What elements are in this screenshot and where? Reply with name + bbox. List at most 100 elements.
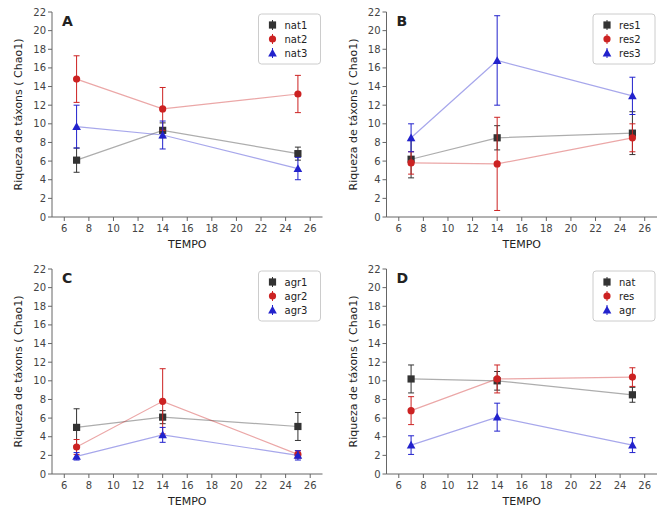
x-tick-label: 26: [304, 480, 317, 491]
error-cap: [408, 174, 414, 175]
y-tick-label: 18: [368, 301, 381, 312]
x-tick: [521, 217, 522, 221]
y-tick: [383, 418, 387, 419]
y-tick: [48, 30, 52, 31]
y-tick-label: 14: [33, 338, 46, 349]
x-axis-label: TEMPO: [167, 495, 207, 508]
error-bar: [629, 124, 635, 152]
legend-entry: nat1: [285, 20, 308, 31]
error-cap: [629, 77, 635, 78]
error-cap: [74, 439, 80, 440]
error-cap: [629, 452, 635, 453]
error-cap: [494, 392, 500, 393]
x-tick-label: 24: [614, 223, 627, 234]
x-tick: [261, 474, 262, 478]
y-tick-label: 12: [33, 357, 46, 368]
error-stem: [632, 112, 633, 155]
x-tick-label: 20: [565, 223, 578, 234]
x-tick: [546, 217, 547, 221]
y-tick-label: 6: [374, 413, 380, 424]
x-tick-label: 12: [466, 223, 479, 234]
x-tick-label: 12: [466, 480, 479, 491]
x-tick: [620, 474, 621, 478]
x-tick-label: 14: [156, 480, 169, 491]
x-tick-label: 18: [540, 223, 553, 234]
data-point: [493, 56, 502, 64]
data-point: [494, 160, 501, 167]
x-tick-label: 14: [156, 223, 169, 234]
legend-entry: nat2: [285, 34, 308, 45]
panel: 681012141618202224260246810121416182022T…: [347, 7, 658, 252]
y-tick-label: 4: [40, 431, 46, 442]
y-axis-line: [386, 12, 387, 217]
error-cap: [494, 364, 500, 365]
legend-entry: agr1: [285, 277, 308, 288]
y-tick: [48, 362, 52, 363]
x-tick: [211, 217, 212, 221]
plot-area: [72, 56, 302, 180]
x-tick: [88, 474, 89, 478]
x-tick-label: 20: [565, 480, 578, 491]
x-tick: [187, 474, 188, 478]
y-tick: [48, 436, 52, 437]
x-tick: [285, 474, 286, 478]
y-tick-label: 18: [33, 44, 46, 55]
x-tick: [310, 474, 311, 478]
x-tick: [138, 217, 139, 221]
y-tick: [48, 343, 52, 344]
y-tick: [383, 399, 387, 400]
legend-swatch: [268, 49, 277, 57]
plot-area: [72, 369, 302, 460]
y-tick-label: 0: [40, 469, 46, 480]
x-tick-label: 26: [304, 223, 317, 234]
legend-swatch: [268, 306, 277, 314]
data-point: [629, 134, 636, 141]
error-cap: [494, 431, 500, 432]
data-point: [629, 373, 636, 380]
x-tick-label: 22: [589, 223, 602, 234]
y-tick: [48, 287, 52, 288]
x-tick: [187, 217, 188, 221]
y-tick: [383, 86, 387, 87]
y-tick-label: 20: [33, 282, 46, 293]
panel: 681012141618202224260246810121416182022T…: [347, 264, 658, 509]
series-line: [77, 435, 298, 456]
panel: 681012141618202224260246810121416182022T…: [12, 264, 323, 509]
x-tick: [162, 474, 163, 478]
y-tick-label: 20: [368, 25, 381, 36]
panel: 681012141618202224260246810121416182022T…: [12, 7, 323, 252]
error-bar: [160, 369, 166, 434]
x-tick: [261, 217, 262, 221]
error-cap: [408, 392, 414, 393]
error-cap: [74, 148, 80, 149]
x-tick-label: 20: [230, 223, 243, 234]
y-tick: [48, 105, 52, 106]
x-tick-label: 10: [442, 480, 455, 491]
x-tick: [398, 217, 399, 221]
legend-swatch: [269, 21, 276, 28]
y-tick-label: 16: [368, 62, 381, 73]
y-tick: [48, 474, 52, 475]
series-line: [411, 417, 632, 445]
error-cap: [408, 177, 414, 178]
data-point: [294, 451, 303, 459]
y-tick-label: 10: [368, 118, 381, 129]
x-tick-label: 14: [491, 223, 504, 234]
y-tick: [48, 67, 52, 68]
error-cap: [408, 151, 414, 152]
error-cap: [494, 403, 500, 404]
error-cap: [74, 148, 80, 149]
error-cap: [160, 368, 166, 369]
y-tick: [48, 86, 52, 87]
x-tick: [423, 217, 424, 221]
x-tick-label: 26: [638, 223, 651, 234]
y-tick: [48, 142, 52, 143]
y-tick: [48, 12, 52, 13]
error-cap: [74, 55, 80, 56]
x-tick: [595, 474, 596, 478]
y-tick: [383, 362, 387, 363]
legend-swatch: [269, 292, 276, 299]
error-cap: [295, 412, 301, 413]
x-tick: [236, 474, 237, 478]
x-tick: [497, 217, 498, 221]
